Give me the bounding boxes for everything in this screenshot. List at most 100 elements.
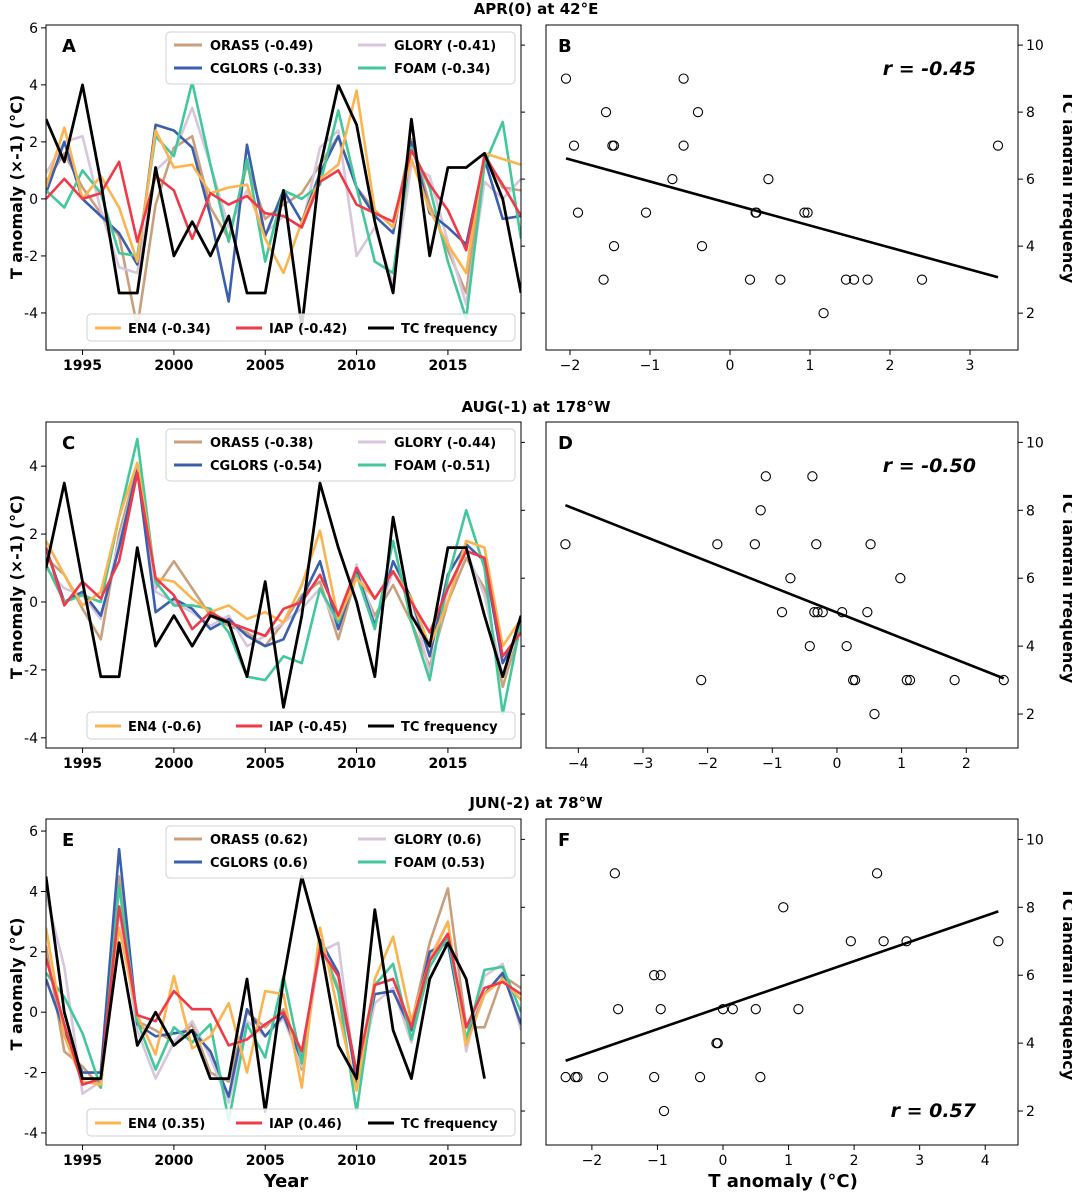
x-tick-label: 4 <box>981 1153 990 1169</box>
line-iap <box>46 471 521 658</box>
x-tick-label: 1 <box>897 756 906 772</box>
scatter-point <box>717 1004 729 1015</box>
y-tick-label: 4 <box>1026 639 1035 655</box>
legend-label: CGLORS (-0.33) <box>210 62 322 77</box>
timeseries-panel: -4 -2 0 2 4 6 1995 2000 2005 2010 2015 E ORAS5 (0.62… <box>24 818 525 1169</box>
scatter-point <box>848 274 860 285</box>
y-tick-label: -4 <box>24 1126 38 1142</box>
scatter-point <box>849 674 861 686</box>
scatter-xlabel: T anomaly (°C) <box>708 1171 858 1192</box>
x-tick-label: 2010 <box>337 756 376 772</box>
scatter-point <box>760 471 771 482</box>
y-tick-label: 2 <box>29 527 38 543</box>
y-tick-label: 4 <box>29 78 38 94</box>
x-tick-label: 2015 <box>428 1153 467 1169</box>
plot-frame <box>45 818 522 1146</box>
legend-label: GLORY (0.6) <box>394 833 482 848</box>
scatter-point <box>778 902 789 913</box>
y-tick-label: 2 <box>1026 707 1035 723</box>
scatter-panel: −2 −1 0 1 2 3 4 2 4 6 8 10 Fr = 0.57 <box>545 818 1044 1169</box>
timeseries-panel: -4 -2 0 2 4 1995 2000 2005 2010 2015 C ORAS5 (-0.38… <box>24 421 525 772</box>
scatter-point <box>776 607 788 618</box>
scatter-point <box>904 674 916 686</box>
x-tick-label: 2 <box>962 756 971 772</box>
legend-top: ORAS5 (-0.49) GLORY (-0.41) CGLORS (-0.33)… <box>165 31 516 85</box>
series-lines <box>46 437 521 716</box>
y-tick-label: 8 <box>1026 105 1035 121</box>
x-tick-label: 2015 <box>428 358 467 374</box>
legend-box <box>86 1108 516 1137</box>
ts-ylabel: T anomaly (×-1) (°C) <box>7 95 26 279</box>
scatter-point <box>998 674 1009 686</box>
panel-label: D <box>558 433 573 454</box>
scatter-point <box>640 207 652 218</box>
y-tick-label: 6 <box>1026 968 1035 984</box>
x-tick-label: 2015 <box>428 756 467 772</box>
scatter-point <box>836 607 848 618</box>
series-lines <box>46 847 521 1123</box>
x-tick-label: −1 <box>762 756 783 772</box>
scatter-point <box>799 207 810 218</box>
scatter-point <box>869 708 880 720</box>
scatter-point <box>992 140 1004 151</box>
scatter-point <box>895 573 906 584</box>
scatter-point <box>609 868 620 879</box>
line-tc <box>46 83 521 329</box>
scatter-point <box>712 539 723 550</box>
y-tick-label: 6 <box>29 21 38 37</box>
scatter-point <box>862 274 873 285</box>
panel-label: C <box>62 433 75 454</box>
scatter-point <box>755 505 766 516</box>
x-tick-label: 2 <box>886 358 895 374</box>
scatter-point <box>727 1004 738 1015</box>
scatter-ylabel: TC landfall frequency <box>1059 491 1072 684</box>
scatter-point <box>807 471 818 482</box>
scatter-point <box>818 307 829 319</box>
ts-ylabel: T anomaly (°C) <box>7 918 26 1051</box>
line-foam <box>46 437 521 716</box>
scatter-point <box>572 207 584 218</box>
plot-frame <box>545 421 1019 749</box>
legend-label: GLORY (-0.44) <box>394 436 496 451</box>
scatter-point <box>712 1037 723 1049</box>
legend-box <box>86 711 516 740</box>
x-tick-label: −2 <box>560 358 581 374</box>
panel-label: A <box>62 36 76 57</box>
scatter-point <box>901 936 912 947</box>
y-tick-label: 8 <box>1026 900 1035 916</box>
scatter-point <box>649 1071 660 1083</box>
y-tick-label: 4 <box>29 459 38 475</box>
y-tick-label: 10 <box>1026 38 1044 54</box>
line-oras5 <box>46 464 521 689</box>
legend-label: GLORY (-0.41) <box>394 39 496 54</box>
x-tick-label: 2000 <box>154 1153 193 1169</box>
x-tick-label: −1 <box>647 1153 668 1169</box>
legend-label: ORAS5 (-0.49) <box>210 39 313 54</box>
scatter-point <box>763 173 774 185</box>
scatter-point <box>678 140 689 151</box>
x-tick-label: 1 <box>784 1153 793 1169</box>
x-tick-label: 0 <box>719 1153 728 1169</box>
scatter-point <box>696 674 707 686</box>
scatter-point <box>841 640 852 652</box>
scatter-point <box>785 573 796 584</box>
y-tick-label: 6 <box>1026 172 1035 188</box>
legend-bottom: EN4 (-0.6) IAP (-0.45) TC frequency <box>86 711 516 740</box>
scatter-point <box>993 936 1004 947</box>
legend-label: IAP (-0.45) <box>269 720 347 735</box>
x-tick-label: −2 <box>697 756 718 772</box>
legend-label: TC frequency <box>401 322 498 337</box>
scatter-point <box>694 1071 706 1083</box>
legend-box <box>86 313 516 342</box>
scatter-point <box>840 274 852 285</box>
x-tick-label: 2005 <box>246 358 285 374</box>
scatter-point <box>560 539 571 550</box>
scatter-point <box>598 274 609 285</box>
legend-label: IAP (-0.42) <box>269 322 347 337</box>
y-tick-label: -2 <box>24 249 38 265</box>
line-en4 <box>46 89 521 275</box>
scatter-point <box>865 539 876 550</box>
line-tc <box>46 481 521 709</box>
legend-label: EN4 (-0.34) <box>128 322 211 337</box>
scatter-point <box>755 1071 766 1083</box>
